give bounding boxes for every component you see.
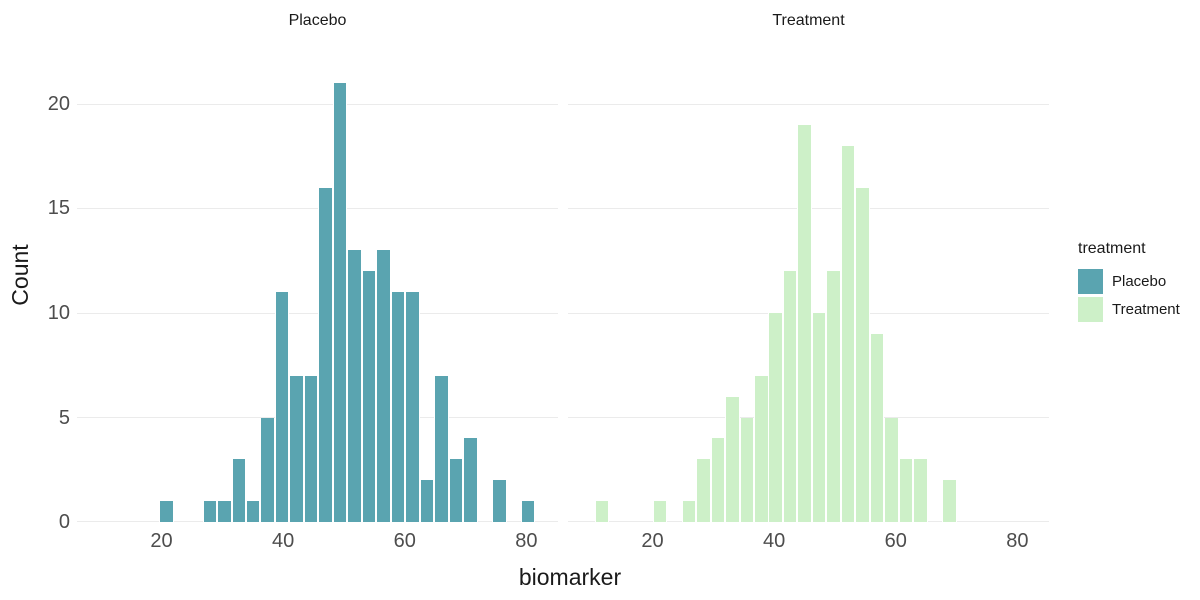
x-tick-label: 40 [271,530,295,552]
x-tick-label: 20 [641,530,664,552]
histogram-bar [520,501,536,522]
histogram-bar [448,459,463,522]
histogram-bar [681,501,697,522]
histogram-bar [390,292,406,522]
legend-entry: Treatment [1078,297,1180,322]
histogram-bar [710,438,725,522]
gridline-y-10 [77,313,558,314]
histogram-bar [434,375,449,522]
histogram-bar [376,250,391,522]
histogram-bar [869,333,885,522]
x-axis-title: biomarker [518,564,622,590]
histogram-bar [768,313,783,522]
panel-placebo [77,60,558,522]
legend: treatment Placebo Treatment [1078,240,1180,325]
histogram-bar [594,501,610,522]
histogram-bar [754,375,769,522]
y-tick-label: 0 [58,511,70,533]
x-tick-label: 20 [150,530,173,552]
histogram-bar [884,417,899,522]
histogram-bar [361,271,377,522]
histogram-bar [725,396,740,522]
histogram-bar [913,459,928,522]
histogram-bar [347,250,362,522]
histogram-bar [739,417,754,522]
histogram-bar [231,459,246,522]
histogram-bar [202,501,217,522]
histogram-bar [463,438,478,522]
legend-key-swatch [1078,297,1103,322]
histogram-bar [274,292,290,522]
histogram-bar [159,501,174,522]
histogram-bar [318,187,333,522]
x-tick-label: 60 [393,530,416,552]
histogram-bar [217,501,232,522]
histogram-bar [942,480,957,522]
histogram-bar [492,480,507,522]
legend-entry: Placebo [1078,269,1180,294]
histogram-bar [855,187,870,522]
y-tick-label: 15 [47,197,70,220]
facet-title-placebo: Placebo [288,12,347,29]
y-tick-label: 20 [47,92,70,115]
histogram-bar [419,480,435,522]
histogram-bar [245,501,261,522]
histogram-bar [289,375,304,522]
histogram-bar [898,459,914,522]
gridline-y-20 [77,104,558,105]
x-tick-label: 60 [884,530,907,552]
legend-entry-label: Placebo [1112,273,1167,290]
histogram-bar [303,375,319,522]
histogram-bar [332,83,348,522]
gridline-y-20 [568,104,1049,105]
x-tick-label: 80 [515,530,538,552]
legend-key-swatch [1078,269,1103,294]
gridline-y-15 [77,208,558,209]
legend-title: treatment [1078,240,1146,257]
histogram-bar [840,145,856,522]
histogram-bar [405,292,420,522]
histogram-bar [652,501,668,522]
histogram-bar [260,417,275,522]
legend-entries: Placebo Treatment [1078,269,1180,322]
x-tick-label: 40 [762,530,786,552]
legend-entry-label: Treatment [1112,301,1180,318]
facet-title-treatment: Treatment [772,12,845,29]
histogram-bar [826,271,841,522]
histogram-bar [782,271,798,522]
panel-treatment [568,60,1049,522]
x-tick-label: 80 [1006,530,1029,552]
histogram-bar [811,313,827,522]
histogram-bar [696,459,711,522]
y-tick-label: 5 [58,406,70,429]
histogram-bar [797,124,812,522]
y-tick-label: 10 [47,302,70,324]
